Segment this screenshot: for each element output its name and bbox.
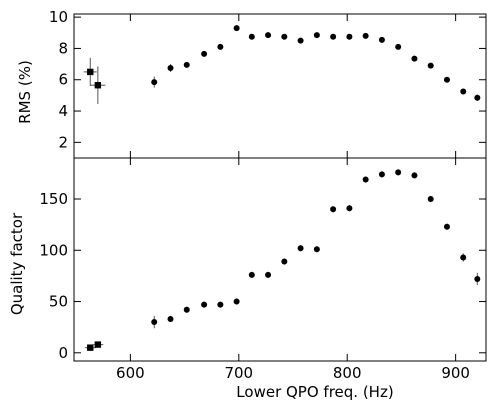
data-point xyxy=(330,33,337,40)
data-point xyxy=(151,319,158,326)
data-point-square xyxy=(87,344,94,351)
x-tick-label: 600 xyxy=(116,364,145,382)
data-point xyxy=(167,315,174,322)
x-tick-label: 900 xyxy=(441,364,470,382)
data-point xyxy=(395,169,402,176)
data-point xyxy=(474,275,481,282)
data-point xyxy=(217,301,224,308)
y-tick-label: 10 xyxy=(49,8,68,26)
data-point xyxy=(281,258,288,265)
data-point xyxy=(167,65,174,71)
data-point xyxy=(460,88,467,95)
data-point xyxy=(443,76,450,83)
data-point xyxy=(474,94,481,101)
data-point xyxy=(297,245,304,252)
data-point xyxy=(362,176,369,183)
data-point xyxy=(460,254,467,261)
plot-frame xyxy=(73,13,487,159)
data-point xyxy=(427,196,434,203)
quality-factor-panel: 0 50 100 150 600 700 800 900 xyxy=(39,157,487,382)
data-point xyxy=(378,36,385,43)
data-point xyxy=(346,33,353,40)
data-point-square xyxy=(94,82,102,89)
y-tick-label: 50 xyxy=(49,293,68,311)
data-point-square xyxy=(94,341,102,348)
data-point xyxy=(378,171,385,178)
data-point xyxy=(427,62,434,69)
data-point xyxy=(265,32,272,39)
plot-frame xyxy=(73,157,487,362)
data-point xyxy=(183,61,190,68)
data-point xyxy=(265,271,272,278)
rms-axis-title: RMS (%) xyxy=(16,60,34,124)
data-point xyxy=(330,206,337,213)
x-tick-label: 700 xyxy=(224,364,253,382)
data-point xyxy=(233,25,240,32)
y-tick-label: 8 xyxy=(58,39,68,57)
data-point xyxy=(201,301,208,308)
y-tick-label: 150 xyxy=(39,190,68,208)
y-tick-label: 6 xyxy=(58,71,68,89)
data-point xyxy=(217,43,224,50)
quality-factor-axis-title: Quality factor xyxy=(8,212,26,315)
y-tick-label: 4 xyxy=(58,102,68,120)
data-point xyxy=(151,79,158,86)
data-point xyxy=(233,298,240,305)
data-point xyxy=(313,246,320,253)
data-point-square xyxy=(87,68,94,76)
data-point xyxy=(281,33,288,40)
x-tick-label: 800 xyxy=(333,364,362,382)
data-point xyxy=(411,55,418,62)
frequency-axis-title: Lower QPO freq. (Hz) xyxy=(236,383,393,401)
data-point xyxy=(443,223,450,230)
data-point xyxy=(313,32,320,39)
data-point xyxy=(395,43,402,50)
data-point xyxy=(248,33,255,40)
data-point xyxy=(183,306,190,313)
rms-panel: 2 4 6 8 10 xyxy=(49,8,487,159)
data-point xyxy=(346,205,353,212)
y-tick-label: 2 xyxy=(58,133,68,151)
data-point xyxy=(297,37,304,44)
data-point xyxy=(201,50,208,57)
data-point xyxy=(248,271,255,278)
data-point xyxy=(362,32,369,39)
data-point xyxy=(411,172,418,179)
y-tick-label: 0 xyxy=(58,344,68,362)
y-tick-label: 100 xyxy=(39,241,68,259)
